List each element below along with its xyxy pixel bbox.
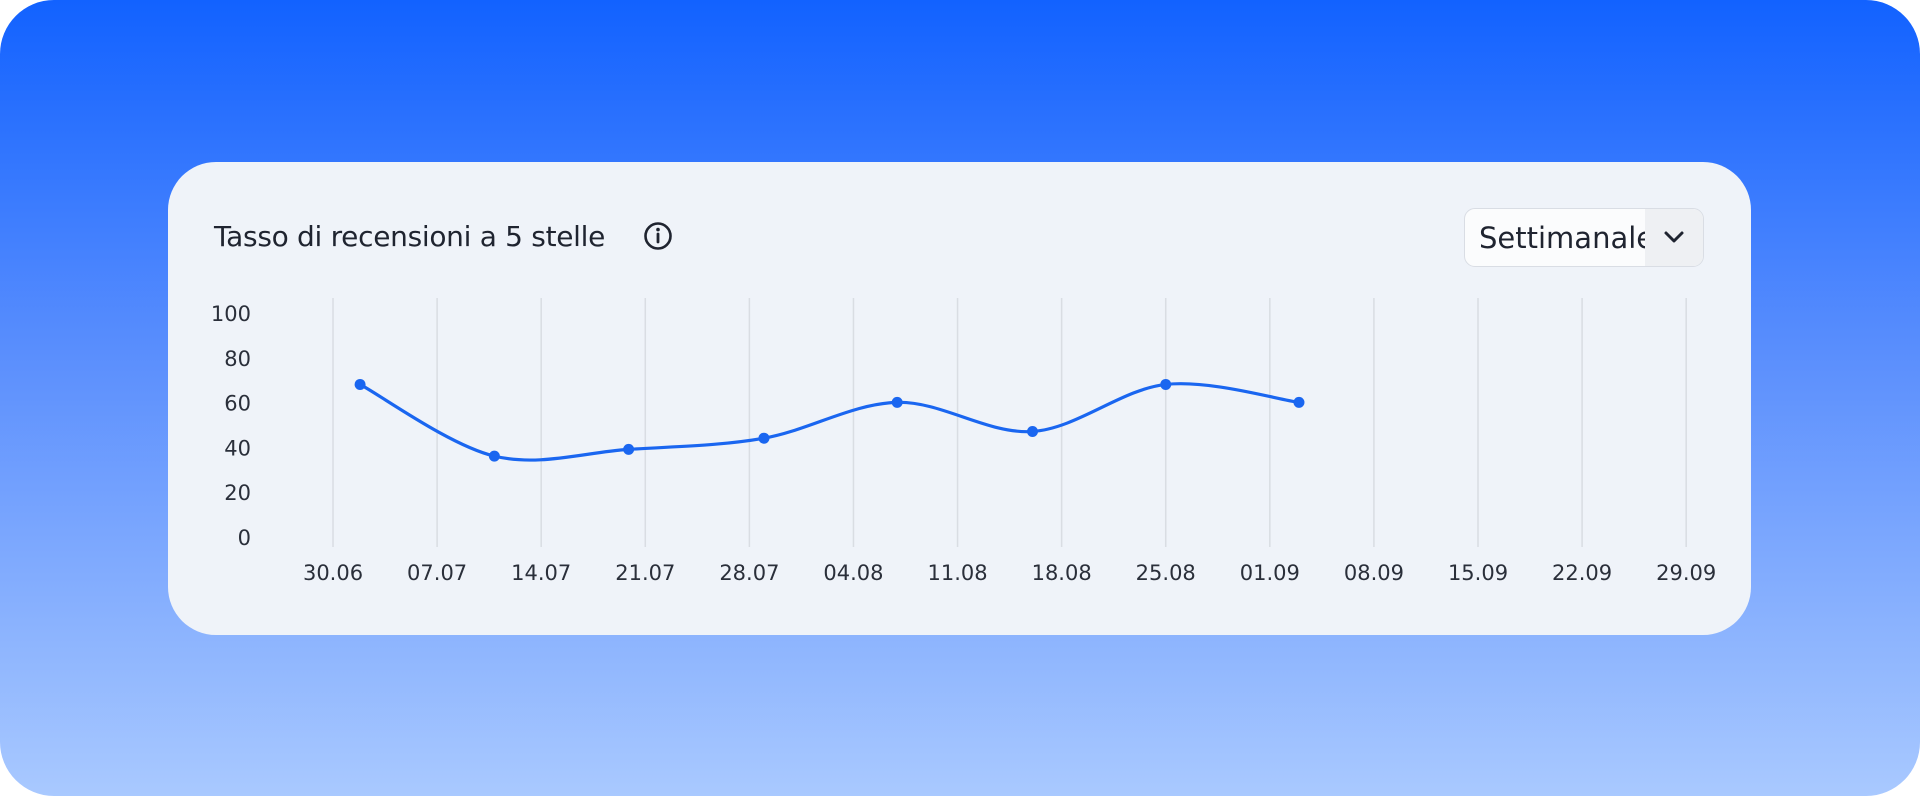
- x-tick-label: 29.09: [1656, 561, 1716, 585]
- x-tick-label: 28.07: [719, 561, 779, 585]
- dropdown-label: Settimanale: [1479, 221, 1655, 255]
- x-tick-label: 18.08: [1032, 561, 1092, 585]
- point: [1293, 396, 1305, 408]
- card: Tasso di recensioni a 5 stelle Settimana…: [168, 162, 1751, 635]
- chevron: [1645, 209, 1703, 266]
- y-tick-label: 60: [224, 392, 251, 416]
- y-tick-label: 80: [224, 347, 251, 371]
- point: [1160, 378, 1172, 390]
- x-tick-label: 07.07: [407, 561, 467, 585]
- x-tick-label: 15.09: [1448, 561, 1508, 585]
- y-tick-label: 0: [238, 526, 251, 550]
- x-tick-label: 30.06: [303, 561, 363, 585]
- x-tick-label: 14.07: [511, 561, 571, 585]
- x-tick-label: 22.09: [1552, 561, 1612, 585]
- line: [359, 382, 1300, 462]
- y-tick-label: 20: [224, 481, 251, 505]
- info-icon[interactable]: [643, 221, 673, 251]
- period-dropdown[interactable]: Settimanale: [1464, 208, 1704, 267]
- x-tick-label: 08.09: [1344, 561, 1404, 585]
- point: [623, 443, 635, 455]
- x-tick-label: 01.09: [1240, 561, 1300, 585]
- x-tick-label: 04.08: [823, 561, 883, 585]
- point: [758, 432, 770, 444]
- x-tick-label: 21.07: [615, 561, 675, 585]
- point: [1027, 425, 1039, 437]
- x-tick-label: 25.08: [1136, 561, 1196, 585]
- point: [488, 450, 500, 462]
- point: [891, 396, 903, 408]
- chart-title: Tasso di recensioni a 5 stelle: [214, 220, 606, 253]
- y-tick-label: 100: [211, 302, 251, 326]
- x-tick-label: 11.08: [927, 561, 987, 585]
- point: [354, 378, 366, 390]
- y-tick-label: 40: [224, 436, 251, 460]
